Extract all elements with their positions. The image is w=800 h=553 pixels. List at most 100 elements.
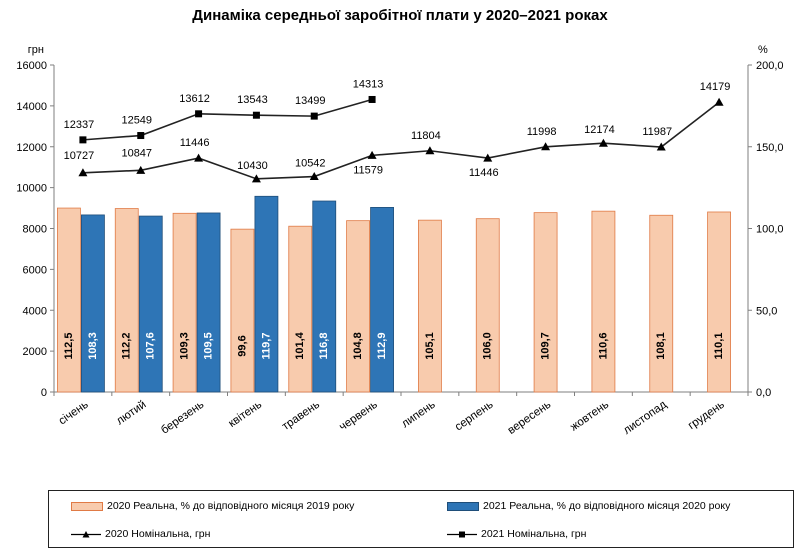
- bar-label-2020: 109,7: [539, 332, 551, 360]
- y-right-tick-label: 0,0: [756, 387, 771, 399]
- line-label-2021: 12337: [64, 119, 95, 131]
- x-tick-label: серпень: [453, 399, 496, 434]
- legend-label-2020-nominal: 2020 Номінальна, грн: [105, 528, 211, 540]
- chart-title: Динаміка середньої заробітної плати у 20…: [192, 7, 608, 24]
- bar-label-2020: 99,6: [236, 335, 248, 356]
- x-tick-label: травень: [280, 399, 322, 433]
- line-label-2021: 13612: [179, 93, 210, 105]
- x-tick-label: лютий: [114, 399, 148, 428]
- bar-2020: [230, 228, 255, 393]
- line-label-2020: 10727: [64, 150, 95, 162]
- legend-item-2020-real: 2020 Реальна, % до відповідного місяця 2…: [71, 500, 354, 512]
- line-2020-nominal: [82, 101, 720, 180]
- x-tick-label: березень: [159, 399, 206, 437]
- point-2020-nominal: [194, 153, 204, 162]
- y-right-tick-label: 200,0: [756, 60, 784, 72]
- point-2021-nominal: [195, 110, 203, 118]
- x-tick-label: листопад: [621, 398, 669, 437]
- line-label-2021: 13499: [295, 95, 326, 107]
- bar-2020: [475, 218, 500, 393]
- point-2020-nominal: [78, 168, 88, 177]
- x-tick-label: жовтень: [568, 399, 611, 434]
- bar-label-2021: 108,3: [87, 332, 99, 360]
- y-right-tick-label: 50,0: [756, 305, 777, 317]
- bar-label-2020: 101,4: [294, 331, 306, 359]
- y-right-axis-label: %: [758, 44, 768, 56]
- legend-swatch-2021-real: [447, 501, 479, 511]
- legend: 2020 Реальна, % до відповідного місяця 2…: [48, 490, 794, 548]
- legend-item-2021-nominal: 2021 Номінальна, грн: [447, 528, 586, 540]
- x-tick-label: грудень: [686, 399, 727, 433]
- legend-label-2020-real: 2020 Реальна, % до відповідного місяця 2…: [107, 500, 355, 512]
- point-2020-nominal: [541, 142, 551, 151]
- x-tick-label: червень: [337, 399, 380, 434]
- legend-swatch-2020-real: [71, 501, 103, 511]
- bar-2021: [138, 215, 163, 393]
- line-label-2020: 11998: [527, 126, 557, 138]
- point-2020-nominal: [367, 150, 377, 159]
- line-label-2020: 11579: [353, 164, 383, 176]
- bar-label-2021: 107,6: [145, 332, 157, 360]
- line-label-2020: 11446: [180, 137, 210, 149]
- bar-2020: [172, 212, 197, 393]
- bar-2020: [57, 207, 81, 393]
- point-2021-nominal: [368, 95, 376, 103]
- point-2021-nominal: [79, 136, 87, 144]
- point-2020-nominal: [714, 97, 724, 106]
- point-2020-nominal: [598, 138, 608, 147]
- bar-label-2021: 119,7: [260, 333, 272, 360]
- bar-2020: [533, 212, 558, 393]
- bar-2020: [114, 208, 139, 393]
- y-left-tick-label: 0: [41, 387, 47, 399]
- bar-label-2020: 109,3: [178, 332, 190, 360]
- bar-2020: [418, 219, 442, 393]
- x-tick-label: січень: [57, 399, 91, 428]
- bar-2021: [81, 214, 105, 393]
- line-label-2021: 12549: [121, 115, 152, 127]
- y-left-tick-label: 12000: [16, 142, 47, 154]
- bar-label-2020: 110,6: [597, 333, 609, 360]
- line-2021-nominal: [82, 98, 373, 141]
- line-label-2021: 13543: [237, 94, 268, 106]
- bar-2020: [346, 220, 370, 393]
- bar-label-2020: 108,1: [655, 332, 667, 360]
- y-left-tick-label: 8000: [23, 224, 47, 236]
- line-label-2020: 10542: [295, 158, 326, 170]
- bar-2021: [312, 200, 337, 393]
- bar-label-2021: 116,8: [318, 333, 330, 360]
- legend-line-2021-nominal: [447, 530, 477, 539]
- line-label-2021: 14313: [353, 78, 384, 90]
- y-left-tick-label: 14000: [16, 101, 47, 113]
- bar-label-2020: 110,1: [713, 333, 725, 360]
- line-label-2020: 10430: [237, 160, 268, 172]
- point-2020-nominal: [309, 172, 319, 181]
- point-2020-nominal: [656, 142, 666, 151]
- line-label-2020: 10847: [121, 147, 152, 159]
- legend-label-2021-nominal: 2021 Номінальна, грн: [481, 528, 587, 540]
- y-left-tick-label: 2000: [23, 346, 47, 358]
- x-tick-label: квітень: [226, 399, 264, 430]
- legend-label-2021-real: 2021 Реальна, % до відповідного місяця 2…: [483, 500, 731, 512]
- bar-2020: [649, 214, 674, 393]
- point-2021-nominal: [252, 111, 260, 119]
- line-label-2020: 11987: [642, 126, 672, 138]
- bar-2021: [370, 207, 394, 393]
- y-left-tick-label: 6000: [23, 264, 47, 276]
- bar-2021: [254, 195, 279, 393]
- y-left-tick-label: 4000: [23, 305, 47, 317]
- legend-line-2020-nominal: [71, 530, 101, 539]
- y-left-tick-label: 10000: [16, 183, 47, 195]
- y-right-tick-label: 150,0: [756, 142, 784, 154]
- point-2020-nominal: [425, 146, 435, 155]
- line-label-2020: 12174: [584, 124, 615, 136]
- legend-item-2020-nominal: 2020 Номінальна, грн: [71, 528, 210, 540]
- y-left-axis-label: грн: [28, 44, 44, 56]
- legend-item-2021-real: 2021 Реальна, % до відповідного місяця 2…: [447, 500, 730, 512]
- line-label-2020: 14179: [700, 81, 731, 93]
- bar-label-2020: 106,0: [482, 332, 494, 360]
- bar-label-2020: 112,2: [121, 333, 133, 360]
- bar-label-2020: 104,8: [352, 332, 364, 360]
- point-2021-nominal: [310, 112, 318, 120]
- line-label-2020: 11446: [469, 167, 499, 179]
